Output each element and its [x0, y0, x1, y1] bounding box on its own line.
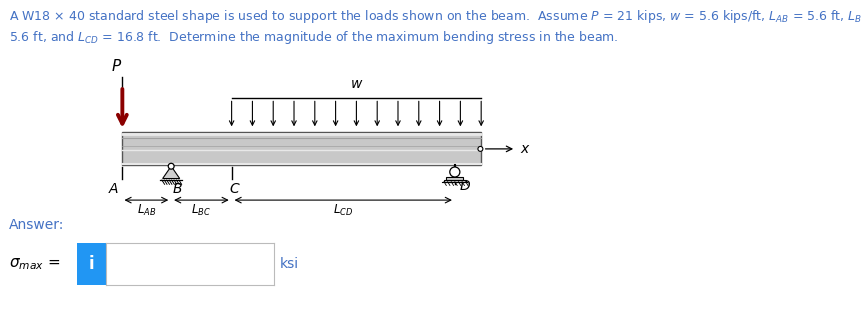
Text: $w$: $w$	[350, 77, 363, 91]
Text: C: C	[229, 182, 239, 196]
Text: $P$: $P$	[110, 58, 121, 74]
Circle shape	[449, 167, 460, 177]
Text: $L_{BC}$: $L_{BC}$	[191, 203, 211, 218]
Text: $L_{CD}$: $L_{CD}$	[333, 203, 353, 218]
Circle shape	[478, 147, 483, 151]
Polygon shape	[163, 166, 180, 179]
Text: A W18 $\times$ 40 standard steel shape is used to support the loads shown on the: A W18 $\times$ 40 standard steel shape i…	[9, 8, 861, 25]
Text: $x$: $x$	[520, 142, 530, 156]
Bar	[444, 180, 466, 182]
Text: $\sigma_{max}$ =: $\sigma_{max}$ =	[9, 256, 60, 272]
Text: ksi: ksi	[280, 257, 299, 271]
Text: 5.6 ft, and $L_{CD}$ = 16.8 ft.  Determine the magnitude of the maximum bending : 5.6 ft, and $L_{CD}$ = 16.8 ft. Determin…	[9, 29, 618, 46]
Bar	[446, 177, 463, 180]
Text: B: B	[173, 182, 183, 196]
Text: i: i	[89, 255, 95, 273]
Circle shape	[168, 163, 174, 169]
Text: $L_{AB}$: $L_{AB}$	[137, 203, 156, 218]
Text: D: D	[460, 179, 470, 193]
Text: Answer:: Answer:	[9, 218, 64, 232]
Bar	[121, 132, 481, 165]
Text: A: A	[109, 182, 119, 196]
